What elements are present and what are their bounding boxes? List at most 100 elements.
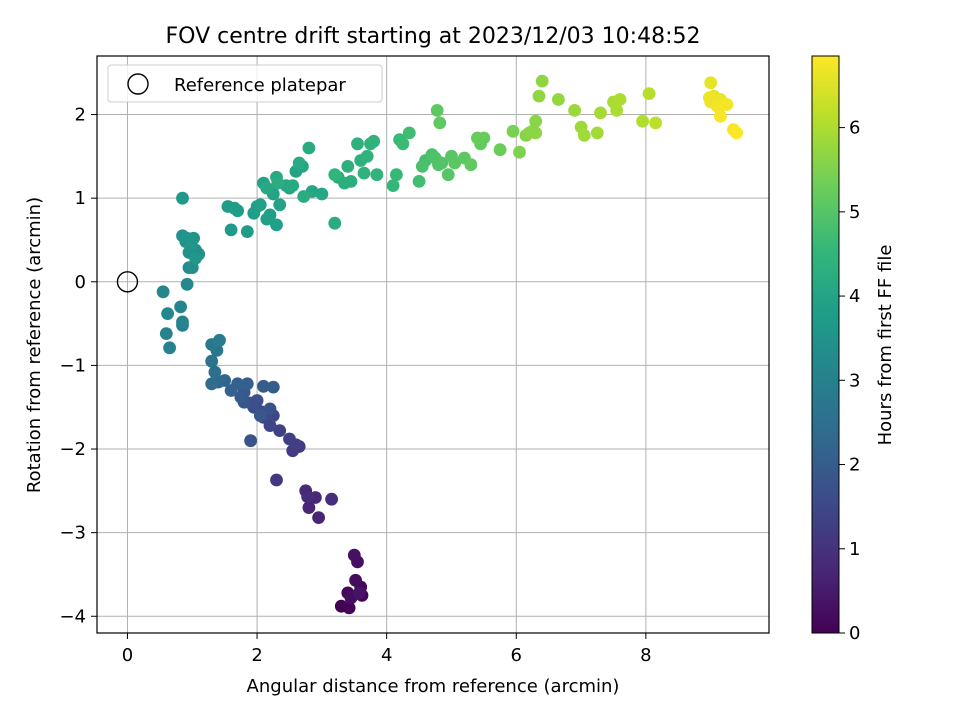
data-point <box>266 380 280 394</box>
y-axis-label: Rotation from reference (arcmin) <box>24 197 45 493</box>
data-point <box>286 179 300 193</box>
grid-lines <box>97 56 769 633</box>
data-point <box>250 394 264 407</box>
data-point <box>710 99 724 113</box>
data-point <box>353 586 366 600</box>
data-point <box>205 377 219 391</box>
colorbar-tick-label: 3 <box>849 370 860 391</box>
y-tick-label: −1 <box>59 355 86 376</box>
data-point <box>636 114 649 128</box>
data-point <box>448 156 462 170</box>
colorbar-tick-label: 2 <box>849 455 860 476</box>
data-point <box>613 93 627 106</box>
y-tick-label: 2 <box>75 105 86 126</box>
data-point <box>174 300 188 314</box>
data-point <box>590 126 604 140</box>
data-point <box>297 190 311 203</box>
chart-title: FOV centre drift starting at 2023/12/03 … <box>166 24 701 49</box>
data-point <box>357 166 371 180</box>
data-point <box>328 216 342 230</box>
data-point <box>610 104 624 117</box>
plot-area <box>96 55 770 634</box>
colorbar-tick-label: 0 <box>849 623 860 644</box>
data-point <box>370 168 384 182</box>
colorbar: 0 1 2 3 4 5 6 Hours from first FF file <box>811 55 896 644</box>
data-point <box>433 116 447 130</box>
data-point <box>257 379 270 393</box>
data-point <box>464 158 478 172</box>
colorbar-tick-label: 1 <box>849 539 860 560</box>
data-point <box>435 156 449 170</box>
data-point <box>224 223 238 237</box>
data-point <box>506 124 520 138</box>
y-tick-label: −4 <box>59 606 86 627</box>
data-point <box>342 601 356 615</box>
x-tick-label: 2 <box>251 645 262 666</box>
data-point <box>720 98 734 111</box>
data-point <box>184 237 198 251</box>
data-point <box>208 365 222 379</box>
x-tick-label: 6 <box>511 645 522 666</box>
data-point <box>234 390 248 404</box>
data-point <box>730 126 743 140</box>
data-point <box>412 175 426 188</box>
data-point <box>240 377 254 391</box>
data-point <box>349 573 362 587</box>
data-point <box>535 74 549 88</box>
data-point <box>159 327 173 340</box>
data-point <box>163 341 177 355</box>
data-point <box>430 104 444 117</box>
data-point <box>360 149 374 163</box>
data-point <box>703 91 716 105</box>
colorbar-tick-label: 5 <box>849 202 860 223</box>
data-point <box>205 354 219 368</box>
data-point <box>260 181 274 195</box>
data-point <box>341 160 355 173</box>
y-tick-label: −2 <box>59 439 86 460</box>
data-point <box>390 168 403 182</box>
data-point <box>231 377 245 391</box>
data-point <box>649 116 662 130</box>
data-point <box>156 285 170 299</box>
data-point <box>180 277 194 291</box>
legend: Reference platepar <box>107 64 383 103</box>
data-point <box>228 201 241 215</box>
x-tick-label: 0 <box>122 645 133 666</box>
data-point <box>642 87 656 100</box>
reference-platepar-marker <box>116 271 139 293</box>
reference-marker <box>116 271 139 293</box>
data-point <box>270 473 283 487</box>
data-point <box>283 432 296 446</box>
colorbar-label: Hours from first FF file <box>875 245 896 446</box>
data-point <box>577 129 591 142</box>
colorbar-tick-label: 6 <box>849 118 860 139</box>
data-point <box>292 156 306 170</box>
data-point <box>263 402 277 416</box>
data-point <box>253 198 267 212</box>
x-tick-label: 4 <box>381 645 392 666</box>
data-point <box>213 333 226 347</box>
y-tick-label: 1 <box>75 188 86 209</box>
data-point <box>704 76 718 90</box>
data-point <box>325 492 338 506</box>
data-point <box>529 114 543 128</box>
data-point <box>271 176 285 190</box>
y-tick-label: 0 <box>75 272 86 293</box>
data-point <box>301 490 314 504</box>
legend-box <box>107 64 383 103</box>
data-point <box>328 168 342 182</box>
colorbar-tick-label: 4 <box>849 286 860 307</box>
colorbar-ticks: 0 1 2 3 4 5 6 <box>839 118 860 644</box>
y-tick-label: −3 <box>59 523 86 544</box>
data-point <box>386 179 400 193</box>
data-point <box>253 409 267 422</box>
data-point <box>176 191 189 205</box>
plot-frame <box>96 55 770 634</box>
data-point <box>260 212 274 226</box>
legend-entry-reference-platepar: Reference platepar <box>174 75 346 96</box>
data-point <box>240 225 254 239</box>
data-point <box>441 168 455 182</box>
data-point <box>714 109 727 123</box>
data-point <box>351 137 364 151</box>
data-point <box>522 126 536 140</box>
